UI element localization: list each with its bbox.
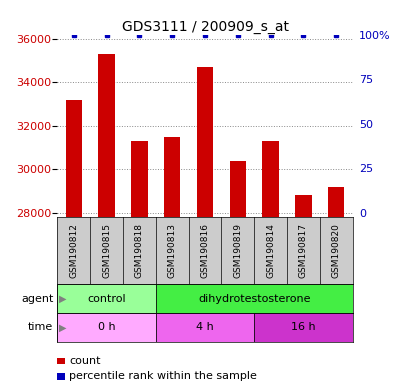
Text: GSM190813: GSM190813 (167, 223, 176, 278)
Text: GSM190820: GSM190820 (331, 223, 340, 278)
Bar (131, 141, 147, 384)
Text: 0 h: 0 h (98, 322, 115, 333)
Text: time: time (28, 322, 53, 333)
Text: GSM190817: GSM190817 (298, 223, 307, 278)
Text: GSM190815: GSM190815 (102, 223, 111, 278)
Text: agent: agent (21, 293, 53, 304)
Text: GSM190812: GSM190812 (69, 223, 78, 278)
Bar (294, 195, 311, 384)
Text: control: control (87, 293, 126, 304)
Text: GSM190814: GSM190814 (265, 223, 274, 278)
Text: ▶: ▶ (59, 322, 67, 333)
Bar (164, 137, 180, 384)
Text: 16 h: 16 h (290, 322, 315, 333)
Text: GSM190818: GSM190818 (135, 223, 144, 278)
Title: GDS3111 / 200909_s_at: GDS3111 / 200909_s_at (121, 20, 288, 33)
Text: GSM190819: GSM190819 (233, 223, 242, 278)
Text: 4 h: 4 h (196, 322, 213, 333)
Text: GSM190816: GSM190816 (200, 223, 209, 278)
Text: percentile rank within the sample: percentile rank within the sample (69, 371, 256, 381)
Bar (327, 187, 344, 384)
Bar (229, 161, 245, 384)
Bar (155, 313, 254, 342)
Text: ▶: ▶ (59, 293, 67, 304)
Bar (57, 313, 155, 342)
Bar (254, 313, 352, 342)
Text: dihydrotestosterone: dihydrotestosterone (198, 293, 310, 304)
Bar (57, 284, 155, 313)
Bar (196, 67, 213, 384)
Text: count: count (69, 356, 100, 366)
Bar (98, 54, 115, 384)
Bar (262, 141, 278, 384)
Bar (155, 284, 352, 313)
Bar (65, 100, 82, 384)
